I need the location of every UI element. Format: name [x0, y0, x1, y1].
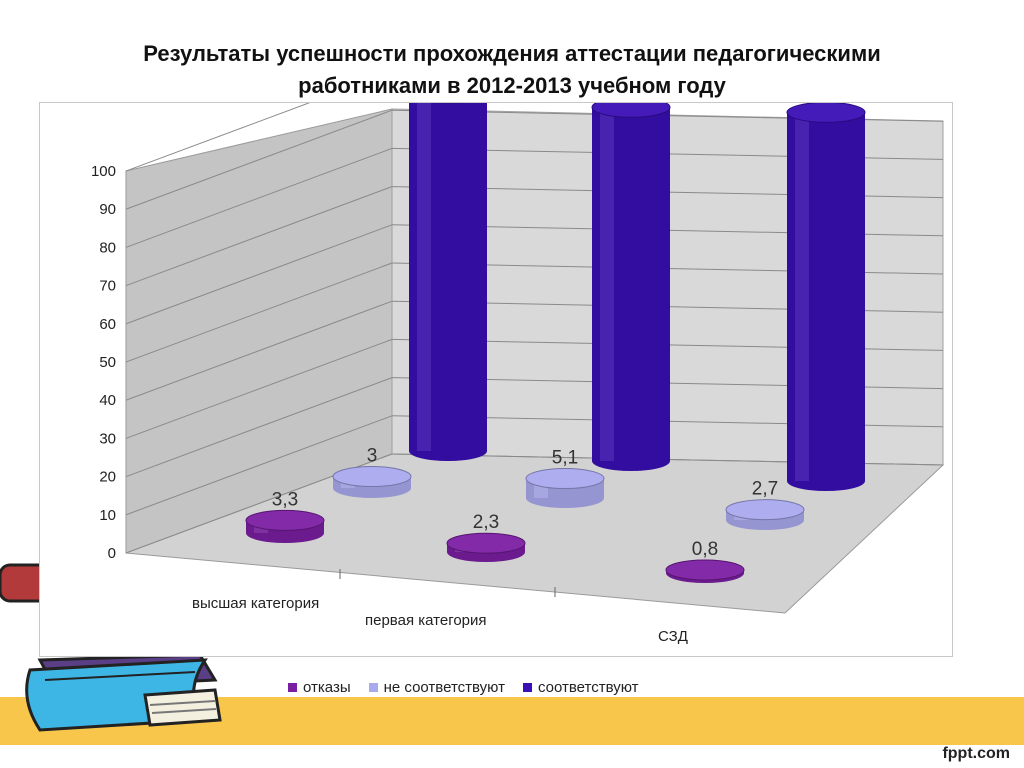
y-tick-label-0: 0: [108, 545, 116, 562]
gridline-left-4: [125, 300, 393, 401]
x-tick-label-0: высшая категория: [192, 595, 319, 612]
y-tick-label-8: 80: [99, 239, 116, 256]
legend-item-otkazy: отказы: [288, 679, 351, 696]
legend-label-sootvetstvuyut: соответствуют: [537, 679, 639, 696]
y-tick-label-1: 10: [99, 507, 116, 524]
gridline-left-2: [125, 377, 393, 478]
data-label-0-0: 3,3: [272, 489, 298, 510]
bar-top-0-1: [446, 532, 526, 554]
data-label-0-1: 2,3: [473, 512, 499, 533]
y-tick-label-5: 50: [99, 354, 116, 371]
gridline-left-8: [125, 147, 393, 248]
gridline-left-1: [125, 415, 393, 516]
gridline-left-10: [125, 103, 311, 172]
footer-brand: fppt.com: [942, 745, 1010, 762]
legend-label-ne-sootvetstvuyut: не соответствуют: [383, 679, 505, 696]
bar-top-2-1: [591, 103, 671, 118]
legend-label-otkazy: отказы: [303, 679, 351, 696]
y-tick-label-7: 70: [99, 278, 116, 295]
y-tick-label-6: 60: [99, 316, 116, 333]
bar-highlight-2-0: [417, 103, 431, 451]
gridline-left-3: [125, 338, 393, 439]
chart-canvas: 0 10 20 30 40 50 60 70 80 90 100 высшая категория пе…: [91, 103, 945, 645]
bar-top-0-2: [665, 559, 745, 581]
chart-frame: 0 10 20 30 40 50 60 70 80 90 100 высшая категория пе…: [39, 102, 953, 657]
y-tick-label-3: 30: [99, 430, 116, 447]
y-tick-label-10: 100: [91, 163, 116, 180]
bar-highlight-2-1: [600, 107, 614, 461]
books-icon: [0, 563, 222, 732]
data-label-1-1: 5,1: [552, 448, 578, 469]
y-tick-label-9: 90: [99, 201, 116, 218]
bar-top-1-2: [725, 499, 805, 521]
data-label-1-2: 2,7: [752, 479, 778, 500]
data-label-0-2: 0,8: [692, 539, 718, 560]
bar-top-1-1: [525, 468, 605, 490]
legend-item-ne-sootvetstvuyut: не соответствуют: [368, 679, 505, 696]
bar-top-0-0: [245, 509, 325, 531]
data-label-1-0: 3: [367, 446, 378, 467]
y-tick-label-4: 40: [99, 392, 116, 409]
slide-title: Результаты успешности прохождения аттест…: [40, 38, 984, 102]
legend-swatch-otkazy: [288, 683, 297, 692]
bar-highlight-2-2: [795, 112, 809, 482]
gridline-left-9: [125, 109, 393, 210]
slide-title-line-1: Результаты успешности прохождения аттест…: [143, 41, 881, 66]
gridline-left-6: [125, 224, 393, 325]
x-tick-label-1: первая категория: [365, 612, 487, 629]
gridline-left-7: [125, 186, 393, 287]
x-tick-label-2: СЗД: [658, 628, 688, 645]
bar-top-2-2: [786, 103, 866, 123]
legend-swatch-sootvetstvuyut: [522, 683, 532, 692]
legend-item-sootvetstvuyut: соответствуют: [522, 679, 639, 696]
slide-title-line-2: работниками в 2012-2013 учебном году: [298, 73, 726, 98]
gridline-left-5: [125, 262, 393, 363]
legend-swatch-ne-sootvetstvuyut: [368, 683, 378, 692]
y-tick-label-2: 20: [99, 469, 116, 486]
chart-legend: отказы не соответствуют соответствуют: [288, 679, 639, 696]
bar-top-1-0: [332, 466, 412, 488]
